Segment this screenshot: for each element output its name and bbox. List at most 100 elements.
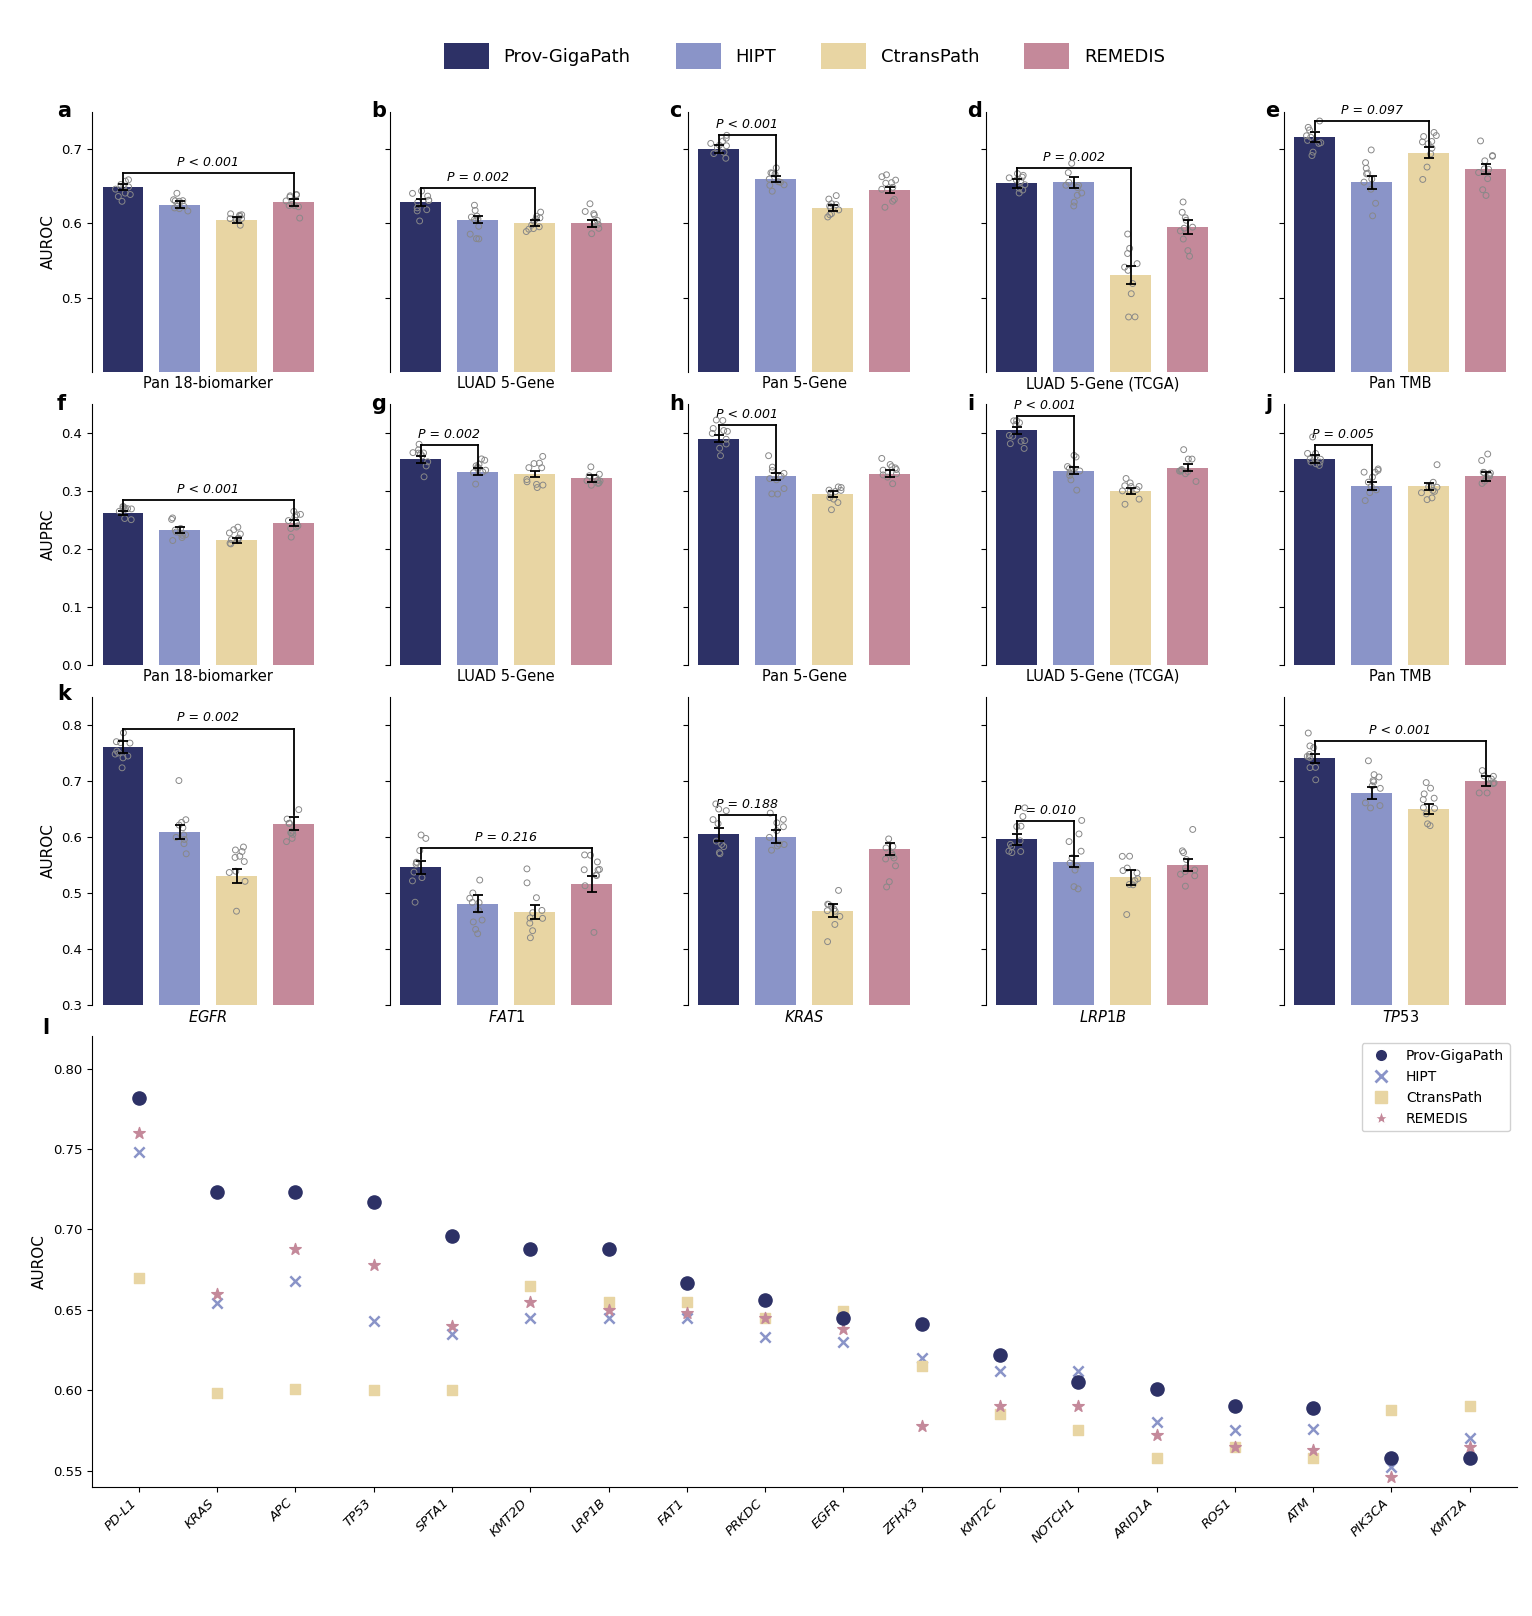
Point [467,868,492,894]
Point [1062,192,1086,218]
Point [170,525,195,551]
Point [879,454,904,480]
CtransPath [518,1273,542,1299]
Point [582,200,607,226]
Point [1420,485,1445,511]
Bar [812,494,853,664]
X-axis label: Pan 5-Gene: Pan 5-Gene [761,669,847,684]
Point [875,464,899,490]
Point [815,929,840,955]
Prov-GigaPath [127,1084,152,1110]
Point [870,462,895,488]
Point [470,907,495,932]
Point [1112,473,1137,499]
Text: b: b [371,102,386,121]
Point [1360,768,1385,793]
Point [165,194,190,220]
Point [1118,478,1143,504]
Point [1005,813,1030,839]
Bar [515,911,555,1005]
Point [414,452,438,478]
Point [1181,816,1206,842]
HIPT [910,1345,935,1370]
Point [466,205,490,231]
Point [1123,304,1147,330]
Point [760,454,784,480]
Point [1475,766,1500,792]
Point [873,847,898,873]
Point [219,532,244,558]
Point [1114,465,1138,491]
Point [1112,254,1137,280]
Point [700,806,725,832]
Point [1057,456,1082,482]
Point [884,166,908,192]
Point [1419,776,1443,802]
Point [1057,829,1082,855]
Point [1174,461,1198,486]
Point [467,226,492,252]
Point [1474,465,1498,491]
Point [873,194,898,220]
CtransPath [127,1265,152,1291]
Point [1174,855,1198,881]
Text: P < 0.001: P < 0.001 [178,483,239,496]
Bar [755,179,797,372]
Text: P < 0.001: P < 0.001 [717,407,778,422]
Point [109,730,133,756]
Point [412,464,437,490]
Point [579,472,604,498]
Point [1481,769,1506,795]
X-axis label: Pan TMB: Pan TMB [1370,377,1431,391]
Point [582,202,607,228]
Point [1010,165,1034,191]
Point [585,207,610,233]
HIPT [440,1320,464,1346]
Point [409,823,434,848]
Prov-GigaPath [674,1270,699,1296]
Point [876,826,901,852]
Point [882,456,907,482]
Point [277,192,302,218]
Point [1414,769,1439,795]
Point [1301,423,1325,449]
Point [1425,123,1449,149]
HIPT [1066,1357,1091,1383]
Point [1057,461,1082,486]
Point [1183,863,1207,889]
Point [772,171,797,197]
Bar [699,440,740,664]
Point [1062,874,1086,900]
Point [1365,457,1390,483]
Point [1367,456,1391,482]
Point [472,448,496,473]
Point [1469,448,1494,473]
Point [161,506,185,532]
Point [878,451,902,477]
Point [1360,204,1385,229]
Point [1124,860,1149,886]
Point [763,162,787,187]
Bar [458,220,498,372]
Point [881,834,905,860]
Point [277,183,302,208]
Point [466,921,490,947]
Point [225,528,250,554]
REMEDIS [518,1290,542,1315]
Point [167,196,192,221]
Point [1167,457,1192,483]
Point [116,166,141,192]
Point [1411,795,1435,821]
Point [582,208,607,234]
Point [280,821,305,847]
Point [518,924,542,950]
Point [1111,844,1135,869]
Point [1008,428,1033,454]
Point [1069,808,1094,834]
CtransPath [988,1401,1013,1427]
Point [1170,189,1195,215]
Point [1308,446,1333,472]
Point [1356,160,1380,186]
Point [760,482,784,507]
Point [1351,459,1376,485]
